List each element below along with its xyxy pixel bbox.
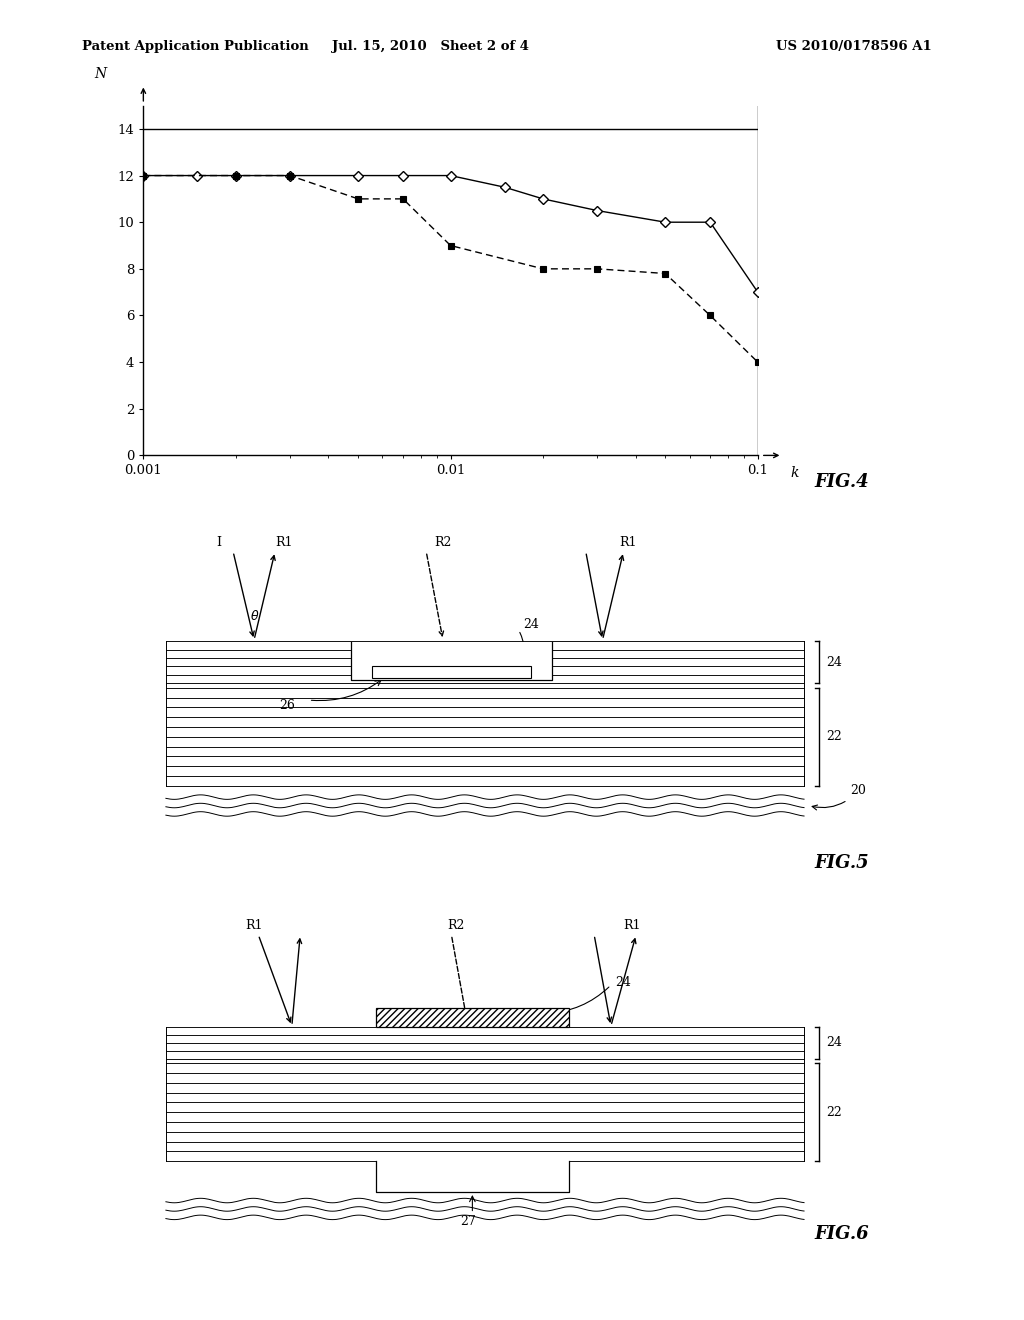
Bar <box>376 1026 569 1028</box>
Text: 24: 24 <box>615 975 631 989</box>
Text: I: I <box>216 536 221 549</box>
Text: FIG.4: FIG.4 <box>814 473 868 491</box>
Text: R1: R1 <box>624 919 641 932</box>
Text: 27: 27 <box>460 1214 475 1228</box>
Text: 24: 24 <box>826 656 842 669</box>
Text: R1: R1 <box>275 536 293 549</box>
Text: Patent Application Publication: Patent Application Publication <box>82 40 308 53</box>
Bar <box>376 1162 569 1192</box>
Bar <box>372 667 531 677</box>
Text: 26: 26 <box>280 700 295 713</box>
Text: R2: R2 <box>434 536 452 549</box>
Text: R1: R1 <box>620 536 637 549</box>
Text: N: N <box>94 67 106 81</box>
Text: 24: 24 <box>826 1036 842 1049</box>
Text: $\theta$: $\theta$ <box>250 610 259 623</box>
Text: R2: R2 <box>447 919 465 932</box>
Text: k: k <box>791 466 799 480</box>
Text: 22: 22 <box>826 730 842 743</box>
Text: FIG.5: FIG.5 <box>814 854 868 873</box>
Text: FIG.6: FIG.6 <box>814 1225 868 1243</box>
Text: US 2010/0178596 A1: US 2010/0178596 A1 <box>776 40 932 53</box>
Bar <box>376 1007 569 1027</box>
Bar <box>350 643 552 680</box>
Text: 24: 24 <box>522 618 539 631</box>
Text: 20: 20 <box>812 784 866 810</box>
Text: 22: 22 <box>826 1106 842 1118</box>
Text: R1: R1 <box>246 919 263 932</box>
Text: Jul. 15, 2010   Sheet 2 of 4: Jul. 15, 2010 Sheet 2 of 4 <box>332 40 528 53</box>
